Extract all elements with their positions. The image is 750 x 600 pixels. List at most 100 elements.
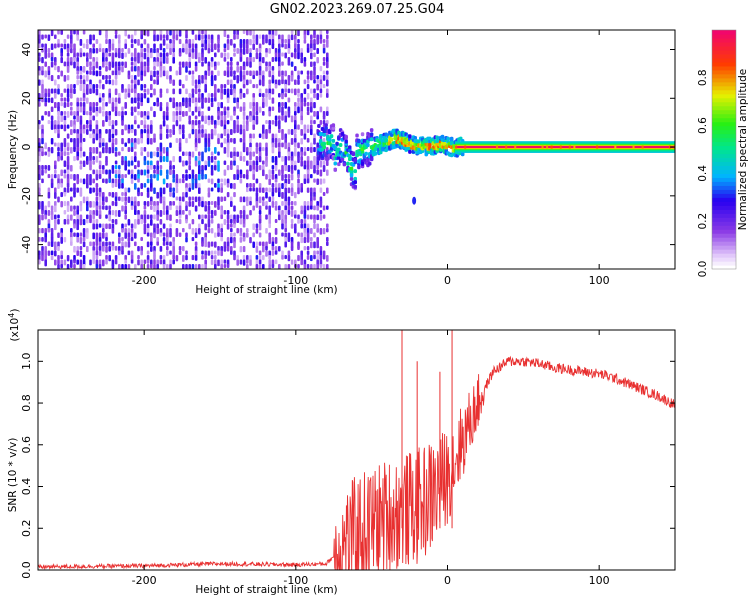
spectrogram-cell xyxy=(95,241,99,246)
spectrogram-cell xyxy=(322,75,326,81)
chart-title: GN02.2023.269.07.25.G04 xyxy=(269,2,445,17)
spectrogram-cell xyxy=(66,187,70,193)
spectrogram-cell xyxy=(41,228,44,234)
carrier-speck xyxy=(464,145,467,149)
spectrogram-cell xyxy=(204,57,207,64)
spectrogram-cell xyxy=(130,97,134,104)
spectrogram-cell xyxy=(303,178,307,184)
spectrogram-cell xyxy=(220,214,223,220)
spectrogram-cell xyxy=(198,138,201,144)
spectrogram-cell xyxy=(41,84,44,90)
spectrogram-cell xyxy=(162,66,166,72)
spectrogram-cell xyxy=(204,165,207,171)
spectrogram-cell xyxy=(274,250,278,255)
spectrogram-cell xyxy=(54,192,57,199)
spectrogram-cell xyxy=(262,79,265,87)
spectrogram-cell xyxy=(134,57,137,62)
spectrogram-cell xyxy=(242,255,246,261)
spectrogram-cell xyxy=(362,154,367,159)
spectrogram-cell xyxy=(226,165,230,171)
spectrogram-cell xyxy=(38,205,41,210)
spectrogram-cell xyxy=(95,147,99,154)
spectrogram-cell xyxy=(278,129,281,134)
spectrogram-cell xyxy=(210,34,214,41)
spectrogram-cell xyxy=(226,264,230,269)
spectrogram-cell xyxy=(54,205,57,213)
spectrogram-cell xyxy=(306,264,310,269)
spectrogram-cell xyxy=(95,223,99,230)
spectrogram-cell xyxy=(175,120,179,127)
spectrogram-cell xyxy=(217,165,220,172)
spectrogram-cell xyxy=(328,137,332,142)
spectrogram-cell xyxy=(76,75,79,80)
spectrogram-cell xyxy=(287,61,291,66)
spectrogram-cell xyxy=(159,124,163,130)
spectrogram-cell xyxy=(233,111,236,116)
spectrogram-cell xyxy=(102,232,105,239)
spectrogram-cell xyxy=(300,57,303,64)
spectrogram-cell xyxy=(255,246,259,253)
spectrogram-cell xyxy=(204,97,207,103)
spectrogram-cell xyxy=(226,178,230,185)
spectrogram-cell xyxy=(255,39,259,45)
spectrogram-cell xyxy=(95,210,99,216)
spectrogram-cell xyxy=(127,241,131,248)
spectrogram-cell xyxy=(70,259,73,266)
spectrogram-cell xyxy=(303,39,307,44)
spectrogram-cell xyxy=(204,120,207,125)
spectrogram-cell xyxy=(194,241,198,246)
spectrogram-cell xyxy=(242,39,246,45)
spectrogram-cell xyxy=(166,147,169,153)
spectrogram-cell xyxy=(92,70,95,76)
spectrogram-cell xyxy=(146,250,150,255)
spectrogram-cell xyxy=(249,196,252,203)
spectrogram-cell xyxy=(185,75,188,81)
spectrogram-cell xyxy=(166,169,169,175)
spectrogram-cell xyxy=(306,124,310,131)
spectrogram-cell xyxy=(98,84,102,89)
spectrogram-cell xyxy=(127,187,131,193)
spectrogram-cell xyxy=(287,156,291,161)
spectrogram-cell xyxy=(310,214,313,220)
spectrogram-cell xyxy=(166,241,169,246)
spectrogram-cell xyxy=(284,93,287,98)
spectrogram-cell xyxy=(182,160,185,167)
spectrogram-cell xyxy=(326,75,329,80)
spectrogram-cell xyxy=(214,43,217,50)
spectrogram-cell xyxy=(156,201,159,207)
spectrogram-cell xyxy=(82,97,86,102)
spectrogram-cell xyxy=(239,228,243,234)
spectrogram-cell xyxy=(79,75,83,80)
colorbar-swatch xyxy=(712,105,736,111)
spectrogram-cell xyxy=(172,39,175,45)
spectrogram-cell xyxy=(207,97,211,103)
spectrogram-cell xyxy=(63,219,67,225)
spectrogram-cell xyxy=(226,133,230,139)
spectrogram-cell xyxy=(194,84,198,89)
spectrogram-cell xyxy=(198,84,201,89)
spectrogram-cell xyxy=(86,205,89,212)
spectrogram-cell xyxy=(319,246,323,252)
spectrogram-cell xyxy=(57,151,60,158)
spectrogram-cell xyxy=(210,228,214,234)
spectrogram-cell xyxy=(201,61,204,67)
spectrogram-cell xyxy=(249,133,252,139)
spectrogram-cell xyxy=(108,79,111,85)
spectrogram-cell xyxy=(236,169,239,176)
spectrogram-cell xyxy=(105,205,108,211)
spectrogram-cell xyxy=(156,79,159,85)
spectrogram-cell xyxy=(360,132,365,137)
spectrogram-cell xyxy=(249,156,252,161)
spectrogram-cell xyxy=(98,43,102,49)
spectrogram-cell xyxy=(44,70,47,78)
spectrogram-cell xyxy=(217,48,220,53)
carrier-speck xyxy=(632,145,635,149)
spectrogram-cell xyxy=(226,106,230,111)
spectrogram-cell xyxy=(242,223,246,228)
spectrogram-cell xyxy=(143,88,147,93)
spectrogram-cell xyxy=(188,151,191,157)
spectrogram-cell xyxy=(287,111,291,118)
spectrogram-cell xyxy=(185,169,188,174)
spectrogram-cell xyxy=(287,201,291,206)
spectrogram-cell xyxy=(313,102,316,109)
